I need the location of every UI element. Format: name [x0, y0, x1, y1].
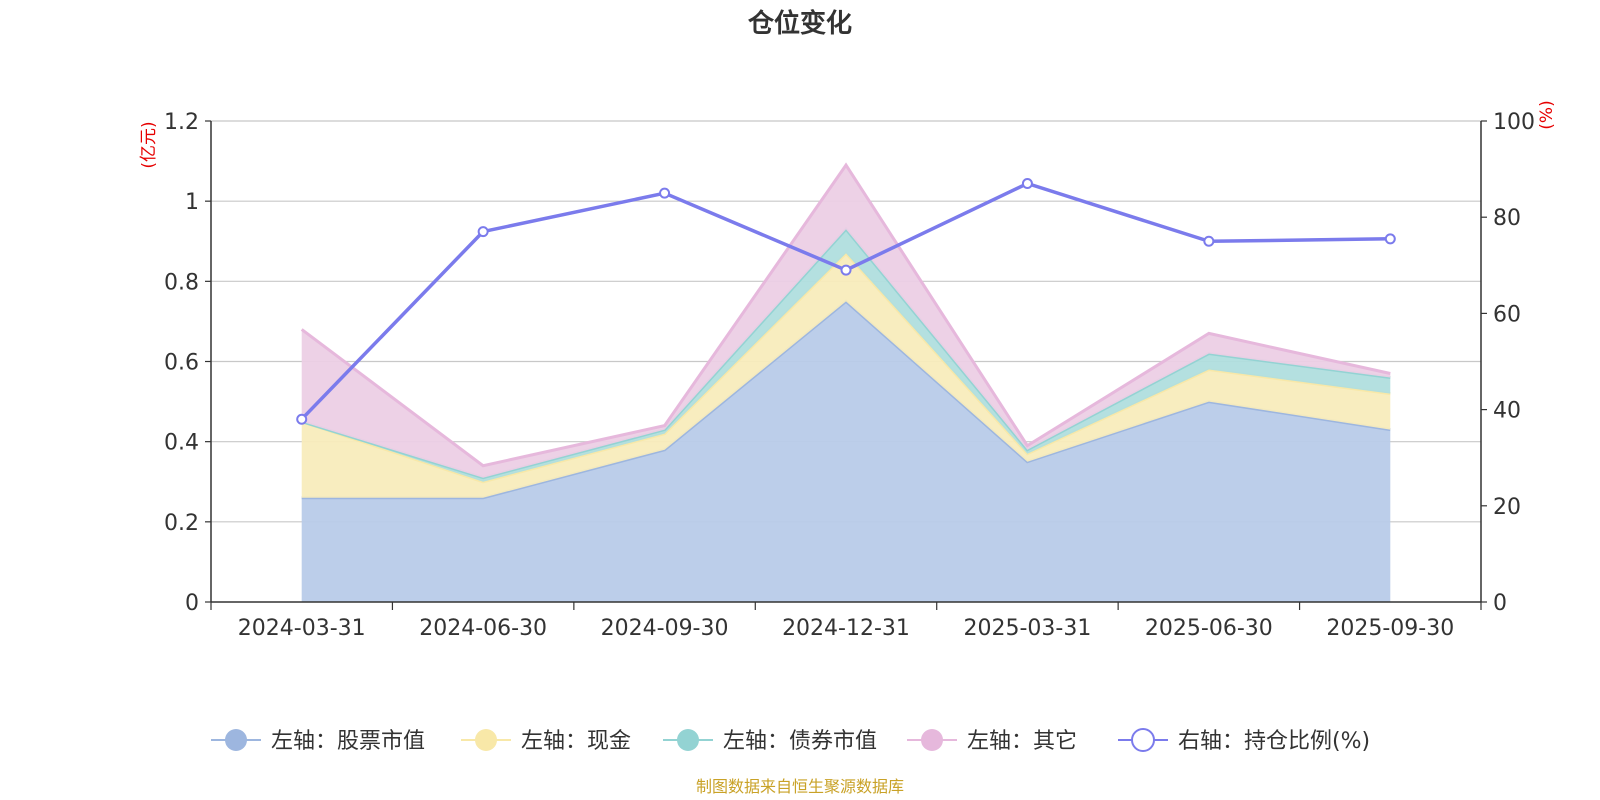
- left-axis-unit: (亿元): [139, 121, 159, 168]
- left-tick-label: 0.6: [164, 351, 199, 376]
- legend: 左轴：股票市值 左轴：现金 左轴：债券市值 左轴：其它 右轴：持仓比例(%): [211, 728, 1370, 754]
- holding-ratio-point: [296, 413, 308, 425]
- left-tick-label: 0.2: [164, 511, 199, 536]
- x-tick-label: 2024-09-30: [601, 616, 729, 641]
- x-tick-label: 2024-06-30: [419, 616, 547, 641]
- legend-marker: [677, 729, 699, 751]
- holding-ratio-point: [477, 226, 489, 238]
- right-tick-label: 80: [1493, 206, 1521, 231]
- x-tick-label: 2024-03-31: [238, 616, 366, 641]
- left-tick-label: 1.2: [164, 110, 199, 135]
- legend-marker: [225, 729, 247, 751]
- legend-label: 左轴：现金: [521, 729, 631, 754]
- holding-ratio-point: [1203, 235, 1215, 247]
- legend-label: 右轴：持仓比例(%): [1178, 729, 1370, 754]
- left-tick-label: 0.4: [164, 431, 199, 456]
- stacked-areas: [300, 162, 1391, 602]
- area-1: [301, 301, 1391, 602]
- legend-label: 左轴：股票市值: [271, 729, 425, 754]
- chart-title: 仓位变化: [747, 8, 852, 39]
- holding-ratio-line: [296, 178, 1396, 425]
- area-top-line-4: [300, 162, 1391, 468]
- legend-label: 左轴：债券市值: [723, 729, 877, 754]
- right-tick-label: 20: [1493, 495, 1521, 520]
- source-note: 制图数据来自恒生聚源数据库: [696, 777, 904, 796]
- x-tick-label: 2025-09-30: [1326, 616, 1454, 641]
- legend-marker: [921, 729, 943, 751]
- left-tick-label: 1: [185, 190, 199, 215]
- right-tick-label: 100: [1493, 110, 1535, 135]
- axes: 0 0.2 0.4 0.6 0.8 1 1.2 0 20 40 60 80 100 2024-03-31 2…: [164, 110, 1535, 641]
- holding-ratio-point: [1384, 233, 1396, 245]
- holding-ratio-point: [1021, 178, 1033, 190]
- x-tick-label: 2025-06-30: [1145, 616, 1273, 641]
- right-axis-unit: (%): [1537, 100, 1557, 129]
- right-tick-label: 60: [1493, 302, 1521, 327]
- holding-ratio-point: [659, 187, 671, 199]
- area-2: [301, 253, 1391, 498]
- x-tick-label: 2024-12-31: [782, 616, 910, 641]
- left-tick-label: 0.8: [164, 270, 199, 295]
- right-tick-label: 40: [1493, 399, 1521, 424]
- legend-marker: [475, 729, 497, 751]
- area-4: [301, 165, 1391, 478]
- x-tick-label: 2025-03-31: [963, 616, 1091, 641]
- legend-label: 左轴：其它: [967, 729, 1077, 754]
- right-tick-label: 0: [1493, 591, 1507, 616]
- left-tick-label: 0: [185, 591, 199, 616]
- legend-marker: [1131, 728, 1155, 752]
- holding-ratio-point: [840, 264, 852, 276]
